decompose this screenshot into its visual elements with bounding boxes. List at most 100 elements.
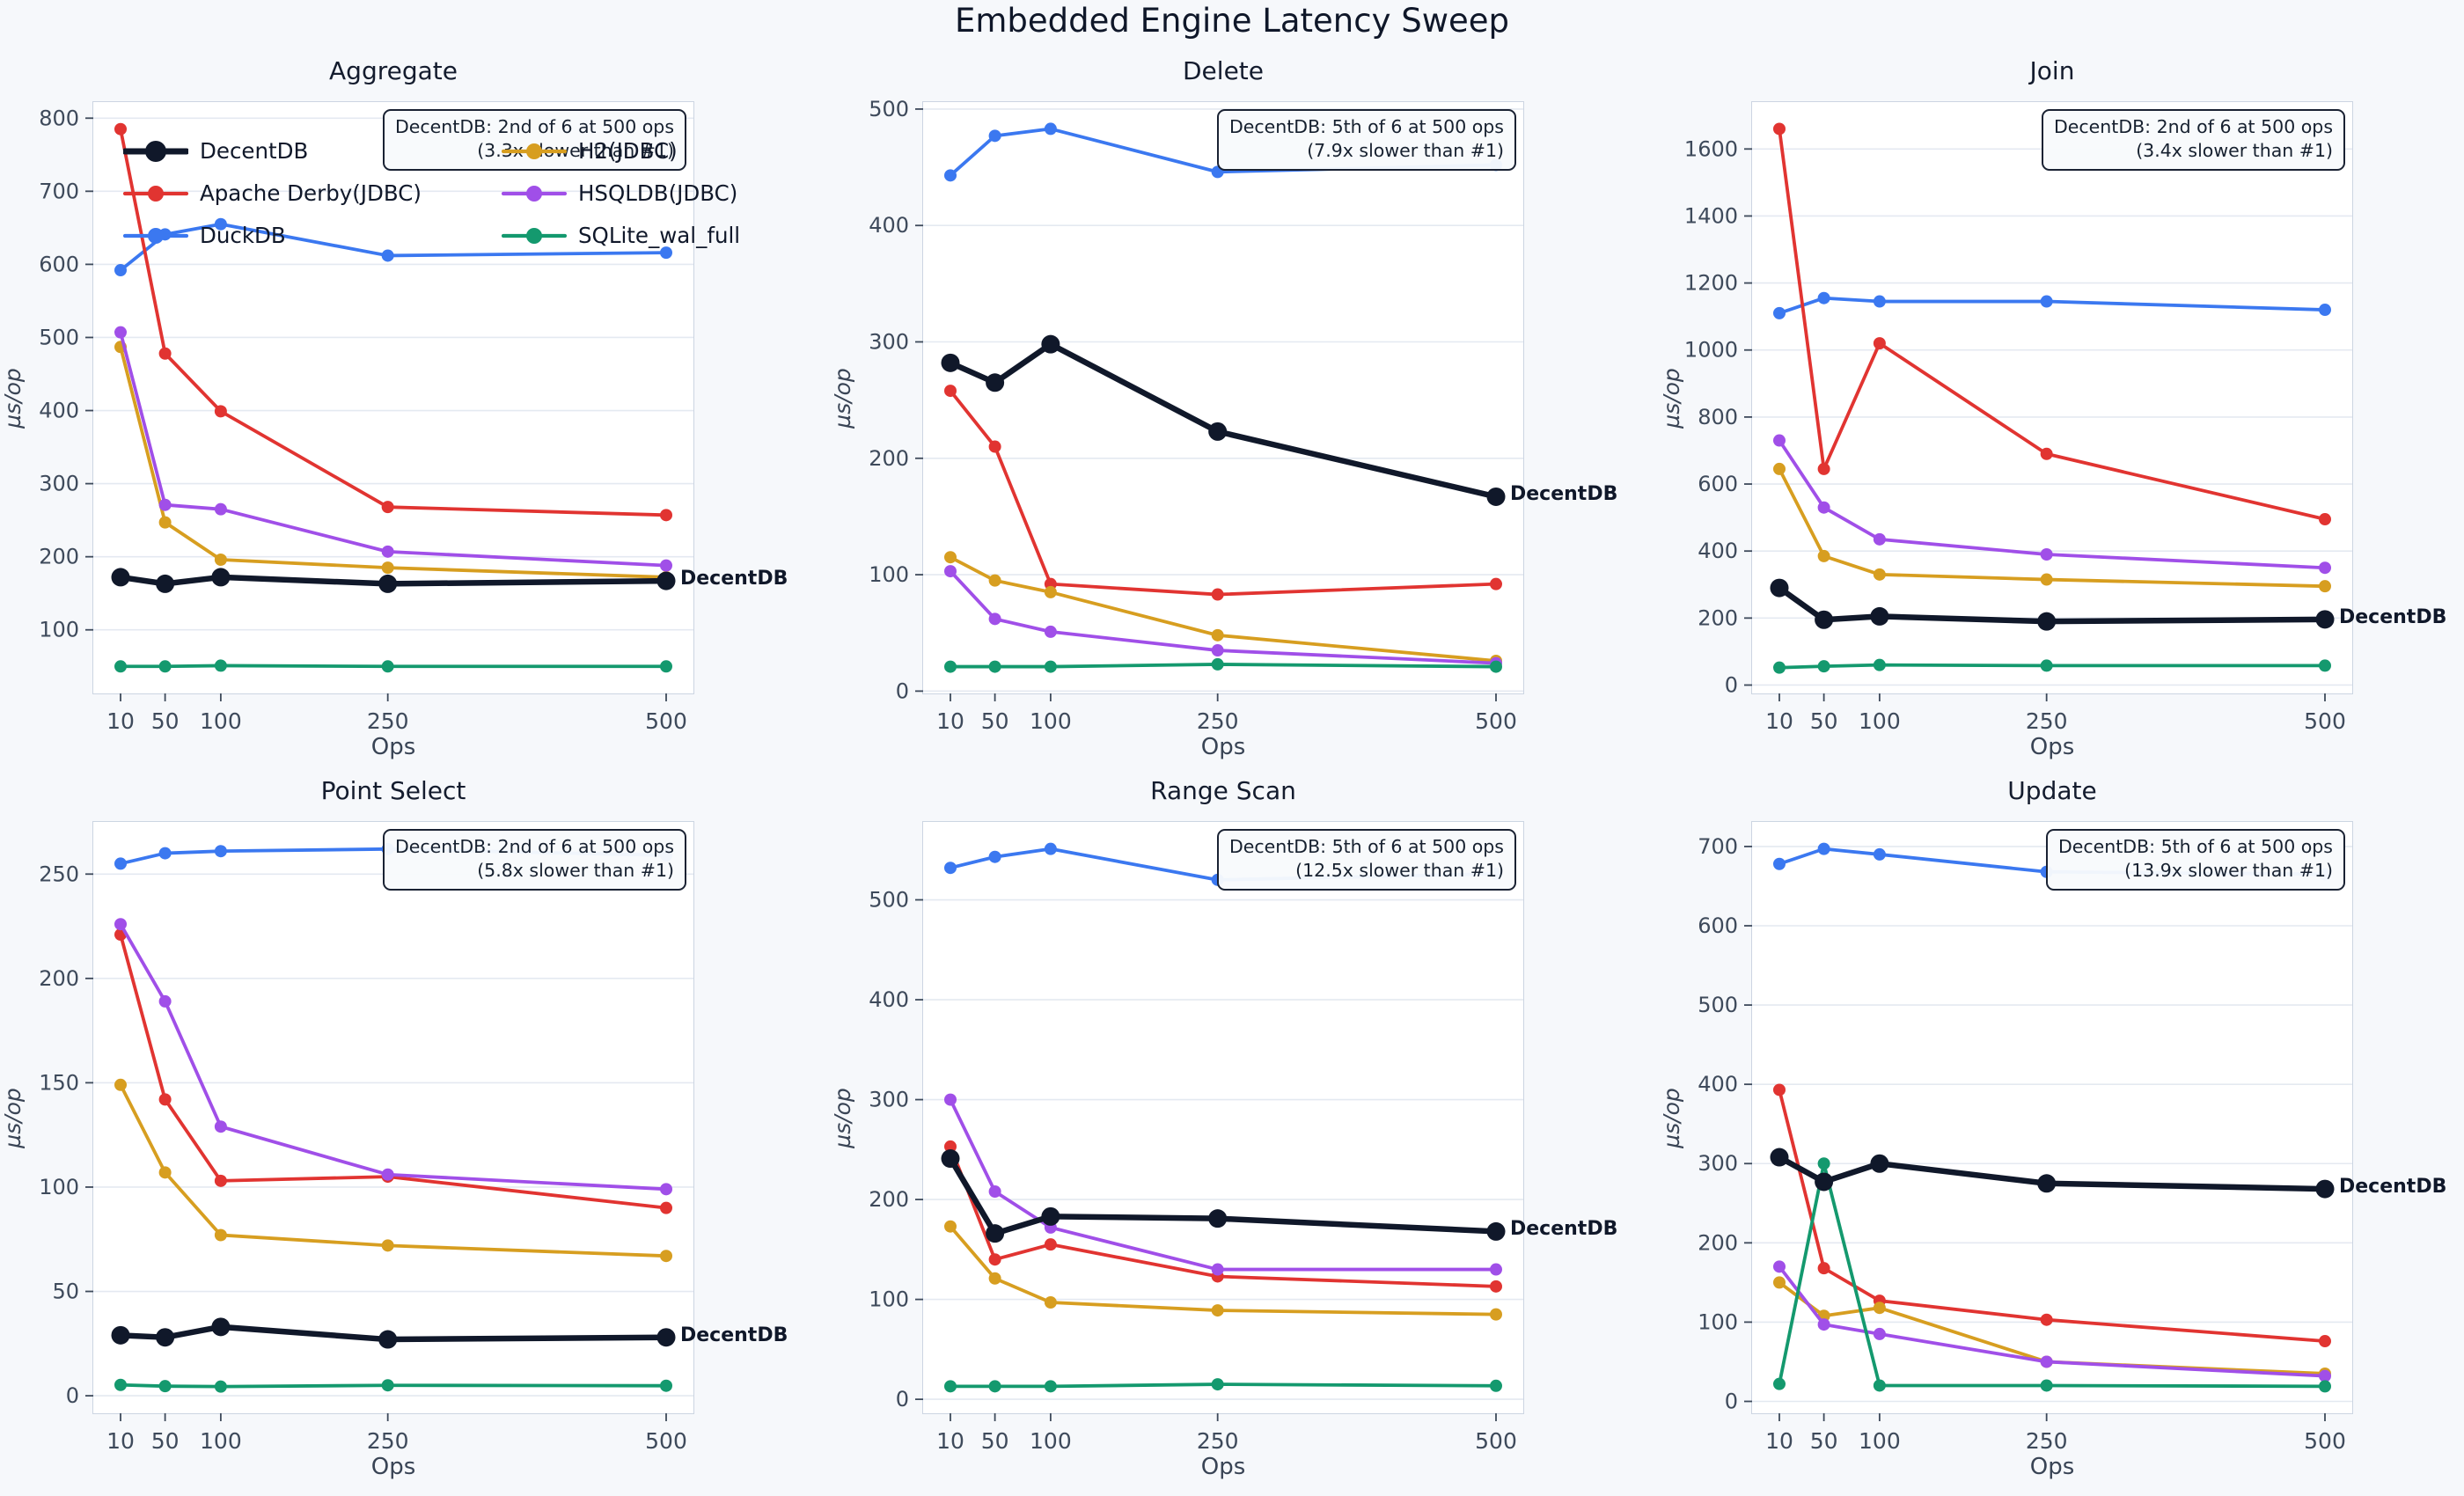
annotation-line-1: DecentDB: 2nd of 6 at 500 ops: [395, 836, 674, 857]
series-line-hsqldb-jdbc-: [119, 922, 668, 1192]
data-point: [114, 264, 127, 277]
data-point: [381, 561, 394, 575]
y-axis-label: µs/op: [0, 1087, 26, 1148]
plot-area: 0 50 100 150 200 250 10 50 100 250 500: [39, 842, 693, 1454]
y-tick-label: 400: [869, 987, 909, 1012]
y-axis-label: µs/op: [829, 367, 855, 429]
series-line-apache-derby-jdbc-: [1778, 1088, 2327, 1343]
data-point: [381, 660, 394, 673]
data-point: [1490, 577, 1502, 590]
data-point: [986, 1224, 1005, 1243]
x-tick-label: 250: [367, 1428, 409, 1454]
x-tick-label: 50: [1810, 708, 1838, 734]
subplot-title: Point Select: [320, 776, 466, 805]
subplot-aggregate: 100 200 300 400 500 600 700 800 10 50 100 250 500 Ag…: [0, 56, 788, 760]
data-point: [944, 565, 957, 578]
data-point: [660, 559, 672, 572]
data-point: [158, 660, 172, 673]
data-point: [2040, 1355, 2053, 1368]
x-tick-label: 100: [1030, 1428, 1072, 1454]
data-point: [1873, 295, 1886, 308]
annotation-box: DecentDB: 2nd of 6 at 500 ops (3.4x slow…: [2042, 109, 2345, 172]
series-line-apache-derby-jdbc-: [1778, 127, 2327, 521]
data-point: [660, 660, 672, 673]
y-tick-label: 100: [1698, 1309, 1738, 1334]
annotation-line-2: (3.4x slower than #1): [2136, 140, 2333, 162]
data-point: [941, 1149, 960, 1169]
x-tick-label: 50: [151, 708, 180, 734]
data-point: [381, 1168, 394, 1181]
data-point: [158, 228, 172, 241]
data-point: [214, 1174, 227, 1187]
data-point: [1490, 660, 1502, 673]
data-point: [1044, 625, 1057, 638]
x-tick-label: 50: [1810, 1428, 1838, 1454]
data-point: [988, 850, 1001, 863]
data-point: [2040, 573, 2053, 586]
data-point: [1044, 1380, 1057, 1393]
data-point: [1041, 1206, 1060, 1226]
annotation-line-2: (12.5x slower than #1): [1295, 860, 1504, 882]
y-tick-label: 100: [869, 562, 909, 587]
x-axis-label: Ops: [2029, 1454, 2075, 1480]
data-point: [2040, 295, 2053, 308]
data-point: [1773, 462, 1786, 475]
data-point: [2319, 659, 2331, 672]
y-tick-label: 200: [869, 446, 909, 471]
x-tick-label: 100: [200, 1428, 242, 1454]
data-point: [944, 862, 957, 875]
data-point: [158, 1093, 172, 1106]
subplot-title: Aggregate: [329, 56, 458, 85]
x-tick-label: 500: [1475, 708, 1517, 734]
data-point: [944, 1380, 957, 1393]
series-line-hsqldb-jdbc-: [949, 1097, 1498, 1272]
data-point: [1873, 847, 1886, 861]
data-point: [1770, 1148, 1789, 1167]
x-tick-label: 10: [1765, 1428, 1793, 1454]
x-tick-label: 500: [1475, 1428, 1517, 1454]
data-point: [988, 1253, 1001, 1266]
data-point: [660, 1250, 672, 1263]
data-point: [1817, 1157, 1830, 1170]
data-point: [1773, 1276, 1786, 1289]
x-tick-label: 250: [1197, 708, 1239, 734]
series-line-h2-jdbc-: [119, 345, 668, 579]
y-axis-label: µs/op: [1658, 1087, 1684, 1148]
data-point: [1873, 1327, 1886, 1340]
y-tick-label: 200: [1698, 1230, 1738, 1255]
data-point: [988, 660, 1001, 673]
annotation-line-1: DecentDB: 5th of 6 at 500 ops: [2057, 836, 2333, 857]
y-tick-label: 1000: [1684, 338, 1738, 363]
data-point: [988, 612, 1001, 626]
x-axis-label: Ops: [2029, 734, 2075, 760]
data-point: [211, 1317, 231, 1337]
y-tick-label: 700: [39, 179, 79, 203]
y-tick-label: 1400: [1684, 203, 1738, 228]
y-tick-label: 250: [39, 862, 79, 886]
data-point: [378, 574, 398, 593]
data-point: [114, 1078, 127, 1091]
data-point: [2319, 304, 2331, 317]
data-point: [1773, 1260, 1786, 1273]
y-tick-label: 100: [39, 1175, 79, 1199]
y-axis-label: µs/op: [1658, 367, 1684, 429]
data-point: [2037, 1174, 2057, 1193]
data-point: [1773, 1083, 1786, 1096]
data-point: [2040, 447, 2053, 460]
plot-area: 100 200 300 400 500 600 700 800 10 50 100 250 500: [39, 106, 693, 734]
y-tick-label: 150: [39, 1070, 79, 1095]
data-point: [1773, 1377, 1786, 1390]
y-tick-label: 300: [39, 472, 79, 496]
subplot-title: Update: [2007, 776, 2097, 805]
series-line-h2-jdbc-: [119, 1082, 668, 1258]
y-tick-label: 400: [869, 213, 909, 238]
data-point: [944, 1093, 957, 1106]
data-point: [660, 246, 672, 260]
data-point: [1873, 532, 1886, 546]
data-point: [1773, 122, 1786, 136]
data-point: [2315, 1179, 2335, 1199]
data-point: [1208, 422, 1228, 441]
data-point: [1773, 434, 1786, 447]
x-tick-label: 10: [1765, 708, 1793, 734]
x-tick-label: 10: [106, 708, 135, 734]
